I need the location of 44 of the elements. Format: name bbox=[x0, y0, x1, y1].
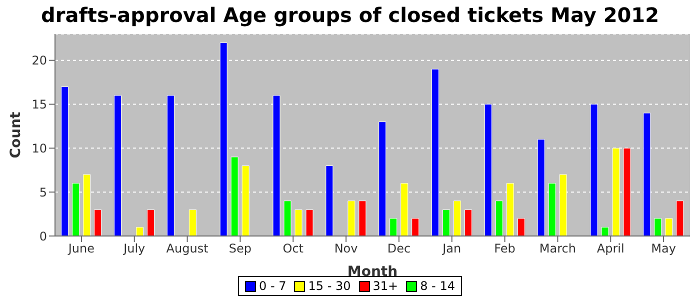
bar bbox=[517, 218, 525, 236]
bar bbox=[601, 226, 609, 236]
bar bbox=[676, 200, 684, 236]
x-tick-label: April bbox=[596, 242, 624, 256]
legend-label: 8 - 14 bbox=[420, 279, 455, 293]
y-axis-title: Count bbox=[8, 111, 24, 158]
bar bbox=[348, 200, 356, 236]
legend-label: 0 - 7 bbox=[259, 279, 286, 293]
x-tick-label: Feb bbox=[494, 242, 516, 256]
bar bbox=[442, 209, 450, 236]
bar bbox=[147, 209, 155, 236]
x-tick-label: Jan bbox=[442, 242, 462, 256]
x-tick-label: August bbox=[166, 242, 209, 256]
x-tick-label: Sep bbox=[228, 242, 252, 256]
chart-title: drafts-approval Age groups of closed tickets May 2012 bbox=[40, 2, 660, 29]
bar bbox=[454, 200, 462, 236]
bar bbox=[654, 218, 662, 236]
bar bbox=[358, 200, 366, 236]
y-tick-label: 0 bbox=[39, 229, 47, 244]
bar bbox=[464, 209, 472, 236]
x-tick-label: Dec bbox=[387, 242, 411, 256]
x-tick-label: Oct bbox=[282, 242, 304, 256]
bar bbox=[294, 209, 302, 236]
bar bbox=[495, 200, 503, 236]
y-tick-label: 15 bbox=[32, 98, 47, 112]
legend-label: 15 - 30 bbox=[308, 279, 351, 293]
bar bbox=[188, 209, 196, 236]
bar bbox=[306, 209, 314, 236]
y-tick-label: 20 bbox=[32, 54, 47, 68]
x-tick-label: March bbox=[539, 242, 576, 256]
x-tick-label: Nov bbox=[334, 242, 358, 256]
bar bbox=[412, 218, 420, 236]
bar bbox=[665, 218, 673, 236]
bar bbox=[390, 218, 398, 236]
x-tick-label: May bbox=[651, 242, 676, 256]
bar bbox=[94, 209, 102, 236]
x-tick-label: July bbox=[122, 242, 146, 256]
y-tick-label: 10 bbox=[32, 141, 47, 156]
y-tick-label: 5 bbox=[39, 185, 47, 200]
bar bbox=[136, 226, 144, 236]
x-tick-label: June bbox=[67, 242, 95, 256]
legend-label: 31+ bbox=[372, 279, 398, 293]
x-axis-title: Month bbox=[347, 264, 398, 280]
bar bbox=[284, 200, 292, 236]
